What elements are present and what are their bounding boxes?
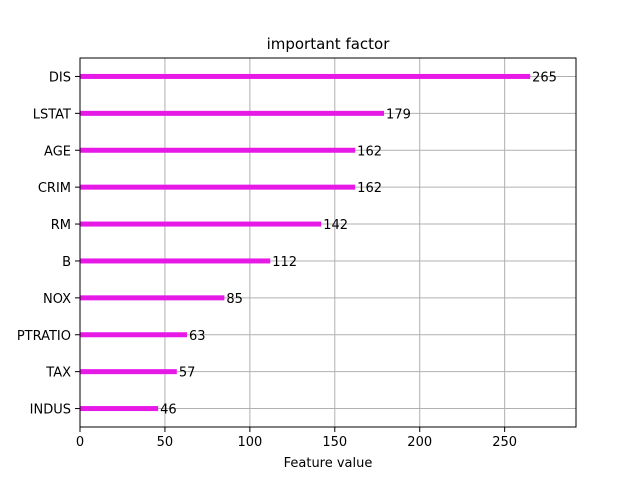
y-tick-label: NOX [43, 292, 71, 307]
bar-value-label: 142 [323, 218, 348, 233]
x-tick-label: 0 [76, 435, 84, 450]
x-tick-label: 200 [407, 435, 432, 450]
bar [80, 332, 188, 338]
y-tick-label: DIS [49, 70, 71, 85]
data-labels: 265 179 162 162 142 112 85 63 57 46 [160, 70, 557, 417]
plot-frame [79, 57, 577, 428]
y-tick-label: TAX [45, 366, 71, 381]
bar [80, 295, 225, 301]
bar [80, 369, 177, 375]
bar-value-label: 162 [357, 144, 382, 159]
y-tick-label: AGE [44, 144, 71, 159]
y-tick-label: RM [51, 218, 71, 233]
bar-value-label: 63 [189, 329, 206, 344]
chart-title: important factor [267, 35, 391, 53]
bar [80, 147, 356, 153]
bar-value-label: 46 [160, 403, 177, 418]
bar [80, 184, 356, 190]
x-tick-label: 50 [157, 435, 174, 450]
x-tick-label: 250 [492, 435, 517, 450]
bars [80, 73, 531, 412]
bar [80, 406, 159, 412]
bar-value-label: 112 [272, 255, 297, 270]
bar-value-label: 162 [357, 181, 382, 196]
ticks: 0 50 100 150 200 250 DIS LSTAT AGE CRIM RM B NOX PTRA… [17, 70, 517, 450]
x-tick-label: 100 [237, 435, 262, 450]
bar-value-label: 85 [226, 292, 243, 307]
bar-value-label: 179 [386, 107, 411, 122]
y-tick-label: LSTAT [33, 107, 71, 122]
bar-value-label: 57 [179, 366, 196, 381]
x-axis-title: Feature value [284, 456, 373, 471]
bar [80, 110, 385, 116]
y-tick-label: INDUS [30, 403, 71, 418]
x-tick-label: 150 [322, 435, 347, 450]
bar [80, 221, 322, 227]
bar-value-label: 265 [532, 70, 557, 85]
y-tick-label: B [62, 255, 71, 270]
bar [80, 258, 271, 264]
y-tick-label: PTRATIO [17, 329, 71, 344]
y-tick-label: CRIM [38, 181, 71, 196]
bar [80, 73, 531, 79]
